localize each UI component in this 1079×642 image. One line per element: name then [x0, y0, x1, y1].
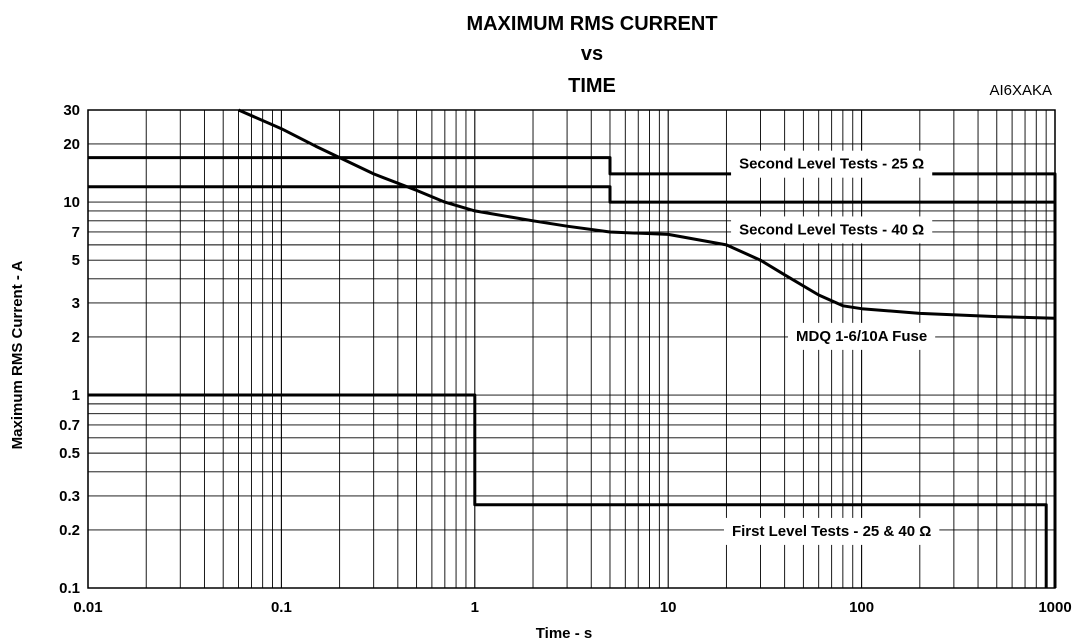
y-tick-label: 5	[72, 252, 80, 269]
annotation-box	[723, 517, 940, 545]
y-axis-label: Maximum RMS Current - A	[9, 261, 26, 450]
y-tick-label: 0.1	[59, 580, 80, 597]
series-line-4	[88, 393, 1048, 588]
x-tick-label: 100	[849, 599, 874, 616]
chart-title-line-3: TIME	[568, 75, 616, 97]
y-tick-label: 20	[63, 136, 80, 153]
tick-labels: 0.01 0.1 1 10 100 1000 0.1 0.2 0.3 0.5 0.7 1 2 3 5 7 10 2…	[59, 102, 1072, 616]
y-tick-label: 0.2	[59, 522, 80, 539]
y-tick-label: 0.3	[59, 488, 80, 505]
y-tick-label: 3	[72, 295, 80, 312]
series-line-2	[88, 185, 1055, 204]
series-group	[88, 108, 1057, 588]
annotation-box	[731, 216, 933, 244]
y-tick-label: 2	[72, 329, 80, 346]
x-tick-label: 0.1	[271, 599, 292, 616]
annotations: Second Level Tests - 25 Ω Second Level Te…	[723, 150, 940, 545]
y-tick-label: 0.7	[59, 417, 80, 434]
annotation-label-4: First Level Tests - 25 & 40 Ω	[732, 523, 931, 540]
y-tick-label: 10	[63, 194, 80, 211]
y-tick-label: 1	[72, 387, 80, 404]
x-tick-label: 1	[471, 599, 479, 616]
series-line-1	[88, 156, 1057, 588]
grid	[87, 109, 1056, 589]
y-tick-label: 30	[63, 102, 80, 119]
annotation-label-2: Second Level Tests - 40 Ω	[739, 221, 924, 238]
annotation-label-3: MDQ 1-6/10A Fuse	[796, 328, 927, 345]
annotation-label-1: Second Level Tests - 25 Ω	[739, 156, 924, 173]
x-tick-label: 10	[660, 599, 677, 616]
chart-title-line-2: vs	[581, 43, 603, 65]
x-axis-label: Time - s	[536, 625, 592, 642]
annotation-box	[788, 322, 936, 350]
y-tick-label: 7	[72, 224, 80, 241]
reference-code: AI6XAKA	[989, 82, 1052, 99]
annotation-box	[731, 150, 933, 178]
chart-title-line-1: MAXIMUM RMS CURRENT	[466, 13, 717, 35]
x-tick-label: 0.01	[73, 599, 102, 616]
x-tick-label: 1000	[1038, 599, 1071, 616]
y-tick-label: 0.5	[59, 445, 80, 462]
series-line-3	[237, 108, 1056, 320]
